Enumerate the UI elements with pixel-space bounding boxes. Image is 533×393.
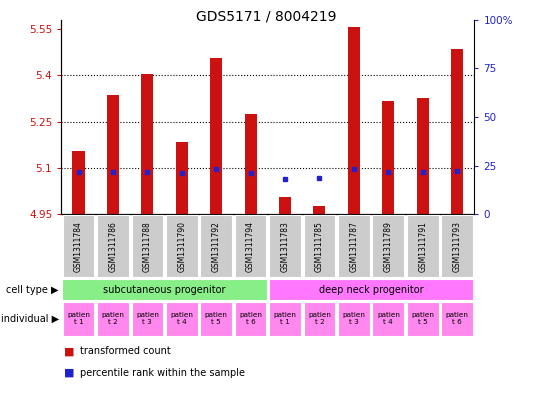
Text: patien
t 5: patien t 5	[411, 312, 434, 325]
Bar	[200, 215, 232, 277]
Text: GSM1311788: GSM1311788	[143, 221, 152, 272]
Bar	[210, 58, 222, 214]
Text: patien
t 6: patien t 6	[239, 312, 262, 325]
Text: patien
t 5: patien t 5	[205, 312, 228, 325]
Text: patien
t 6: patien t 6	[446, 312, 469, 325]
Text: GSM1311790: GSM1311790	[177, 221, 186, 272]
Text: deep neck progenitor: deep neck progenitor	[319, 285, 423, 295]
Text: patien
t 2: patien t 2	[308, 312, 331, 325]
Bar	[338, 302, 370, 336]
Text: patien
t 1: patien t 1	[273, 312, 296, 325]
Text: GSM1311785: GSM1311785	[315, 221, 324, 272]
Text: subcutaneous progenitor: subcutaneous progenitor	[103, 285, 226, 295]
Bar	[269, 215, 301, 277]
Bar	[417, 98, 429, 214]
Text: transformed count: transformed count	[80, 346, 171, 356]
Bar	[62, 279, 267, 300]
Bar	[373, 215, 404, 277]
Text: GSM1311792: GSM1311792	[212, 221, 221, 272]
Text: GSM1311794: GSM1311794	[246, 221, 255, 272]
Bar	[141, 74, 154, 214]
Text: GSM1311793: GSM1311793	[453, 221, 462, 272]
Text: patien
t 3: patien t 3	[342, 312, 365, 325]
Bar	[304, 215, 335, 277]
Text: patien
t 4: patien t 4	[377, 312, 400, 325]
Bar	[407, 215, 439, 277]
Bar	[97, 215, 129, 277]
Bar	[313, 206, 326, 214]
Text: GSM1311783: GSM1311783	[280, 221, 289, 272]
Text: patien
t 2: patien t 2	[101, 312, 124, 325]
Text: ■: ■	[64, 368, 75, 378]
Bar	[279, 197, 291, 214]
Bar	[72, 151, 85, 214]
Bar	[382, 101, 394, 214]
Bar	[348, 28, 360, 214]
Bar	[338, 215, 370, 277]
Bar	[235, 302, 266, 336]
Bar	[407, 302, 439, 336]
Text: GSM1311789: GSM1311789	[384, 221, 393, 272]
Bar	[373, 302, 404, 336]
Bar	[269, 302, 301, 336]
Bar	[269, 279, 473, 300]
Bar	[176, 141, 188, 214]
Text: ■: ■	[64, 346, 75, 356]
Bar	[245, 114, 257, 214]
Bar	[132, 302, 163, 336]
Bar	[441, 215, 473, 277]
Text: GSM1311784: GSM1311784	[74, 221, 83, 272]
Text: GSM1311791: GSM1311791	[418, 221, 427, 272]
Text: GSM1311787: GSM1311787	[350, 221, 358, 272]
Bar	[200, 302, 232, 336]
Bar	[132, 215, 163, 277]
Bar	[304, 302, 335, 336]
Text: patien
t 4: patien t 4	[171, 312, 193, 325]
Bar	[63, 302, 94, 336]
Text: individual ▶: individual ▶	[1, 314, 59, 324]
Text: percentile rank within the sample: percentile rank within the sample	[80, 368, 245, 378]
Bar	[166, 302, 198, 336]
Bar	[166, 215, 198, 277]
Bar	[97, 302, 129, 336]
Bar	[441, 302, 473, 336]
Text: cell type ▶: cell type ▶	[6, 285, 59, 295]
Text: patien
t 3: patien t 3	[136, 312, 159, 325]
Bar	[451, 49, 463, 214]
Bar	[107, 95, 119, 214]
Text: GDS5171 / 8004219: GDS5171 / 8004219	[196, 10, 337, 24]
Text: GSM1311786: GSM1311786	[108, 221, 117, 272]
Bar	[235, 215, 266, 277]
Bar	[63, 215, 94, 277]
Text: patien
t 1: patien t 1	[67, 312, 90, 325]
